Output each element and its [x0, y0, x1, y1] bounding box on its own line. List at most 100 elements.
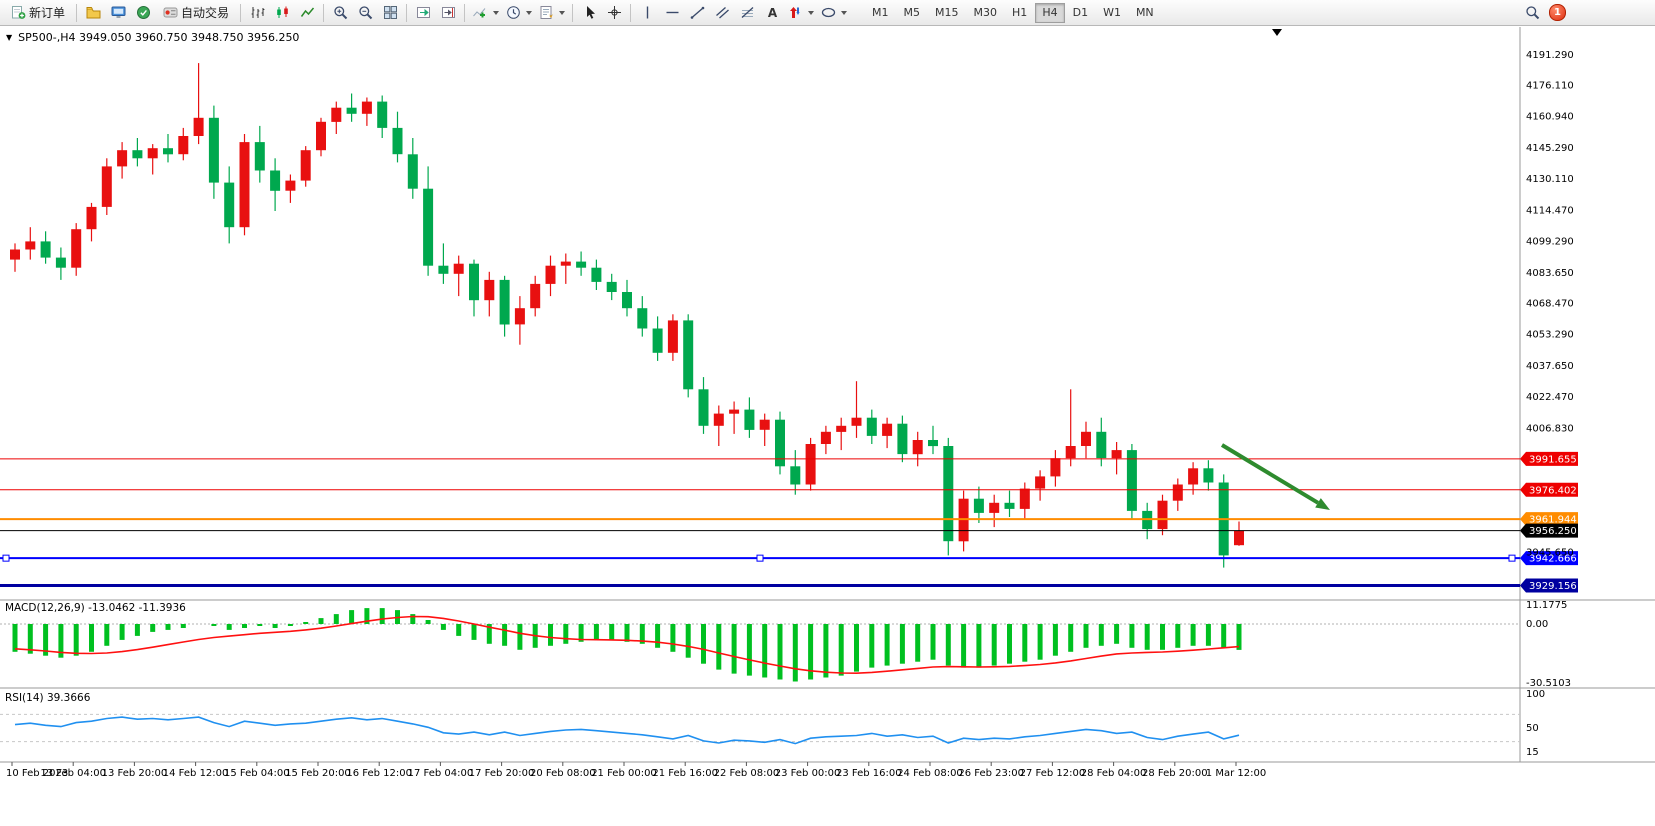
price-tag-label: 3991.655	[1529, 454, 1577, 465]
channel-button[interactable]	[710, 2, 734, 24]
candle-body	[1157, 500, 1168, 530]
candle-body	[377, 101, 388, 128]
line-selection-handle[interactable]	[756, 554, 764, 562]
cursor-button[interactable]	[577, 2, 601, 24]
notification-badge[interactable]: 1	[1549, 4, 1566, 21]
time-axis-label: 17 Feb 04:00	[408, 768, 474, 779]
timeframe-h4-button[interactable]: H4	[1035, 2, 1065, 23]
line-chart-button[interactable]	[295, 2, 319, 24]
time-axis-label: 24 Feb 08:00	[897, 768, 963, 779]
time-axis-label: 28 Feb 04:00	[1081, 768, 1147, 779]
candle-body	[361, 101, 372, 114]
text-tool-glyph: A	[767, 6, 777, 20]
zoom-in-button[interactable]	[328, 2, 352, 24]
price-tag-label: 3956.250	[1529, 526, 1577, 537]
candle-body	[652, 328, 663, 353]
new-order-button[interactable]: 新订单	[4, 2, 72, 24]
tile-windows-button[interactable]	[378, 2, 402, 24]
navigator-button[interactable]	[131, 2, 155, 24]
text-tool-button[interactable]: A	[760, 2, 784, 24]
candle-body	[224, 182, 235, 228]
time-axis-label: 26 Feb 23:00	[958, 768, 1024, 779]
autoscroll-icon	[416, 5, 431, 20]
time-axis-label: 22 Feb 08:00	[714, 768, 780, 779]
price-axis-label: 4176.110	[1526, 81, 1574, 92]
candle-body	[912, 440, 923, 455]
dropdown-caret-icon	[841, 10, 848, 15]
fibonacci-button[interactable]	[735, 2, 759, 24]
shapes-tool-button[interactable]	[818, 2, 850, 24]
candle-body	[40, 241, 51, 258]
dropdown-caret-icon	[493, 10, 500, 15]
line-selection-handle[interactable]	[2, 554, 10, 562]
candle-body	[438, 265, 449, 274]
toolbar-separator	[572, 3, 574, 22]
candle-body	[1234, 530, 1244, 546]
candle-body	[193, 117, 204, 136]
candlesticks	[10, 63, 1244, 568]
trend-arrow-line[interactable]	[1220, 443, 1320, 505]
timeframe-w1-button[interactable]: W1	[1096, 3, 1128, 23]
periods-button[interactable]	[503, 2, 535, 24]
timeframe-h1-button[interactable]: H1	[1005, 3, 1034, 23]
candle-body	[1096, 431, 1107, 459]
channel-icon	[715, 5, 730, 20]
autotrading-label: 自动交易	[181, 6, 230, 20]
profiles-button[interactable]	[81, 2, 105, 24]
candle-body	[392, 127, 403, 155]
timeframe-m30-button[interactable]: M30	[967, 3, 1005, 23]
horizontal-line-button[interactable]	[660, 2, 684, 24]
timeframe-m5-button[interactable]: M5	[897, 3, 928, 23]
timeframe-group: M1 M5 M15 M30 H1 H4 D1 W1 MN	[865, 2, 1161, 23]
chart-shift-button[interactable]	[436, 2, 460, 24]
line-selection-handle[interactable]	[1508, 554, 1516, 562]
timeframe-mn-button[interactable]: MN	[1129, 3, 1161, 23]
trendline-button[interactable]	[685, 2, 709, 24]
vertical-line-button[interactable]	[635, 2, 659, 24]
shapes-tool-icon	[821, 5, 836, 20]
candle-body	[163, 148, 173, 155]
time-axis-label: 21 Feb 16:00	[652, 768, 718, 779]
arrows-tool-button[interactable]	[785, 2, 817, 24]
candle-body	[86, 206, 97, 230]
price-tag-bg	[1520, 451, 1578, 466]
candle-body	[331, 107, 342, 122]
timeframe-d1-button[interactable]: D1	[1066, 3, 1095, 23]
candle-body	[1188, 468, 1199, 485]
search-button[interactable]	[1520, 2, 1544, 24]
timeframe-m15-button[interactable]: M15	[928, 3, 966, 23]
timeframe-m1-button[interactable]: M1	[865, 3, 896, 23]
candle-body	[407, 154, 418, 189]
candle-body	[606, 281, 617, 292]
crosshair-button[interactable]	[602, 2, 626, 24]
candle-body	[667, 320, 678, 353]
bar-chart-button[interactable]	[245, 2, 269, 24]
candle-body	[836, 425, 847, 432]
market-watch-button[interactable]	[106, 2, 130, 24]
candle-body	[285, 180, 296, 191]
autoscroll-button[interactable]	[411, 2, 435, 24]
time-axis-label: 16 Feb 12:00	[346, 768, 412, 779]
templates-button[interactable]	[536, 2, 568, 24]
price-axis-label: 4099.290	[1526, 236, 1574, 247]
chart-shift-marker[interactable]	[1272, 29, 1282, 36]
candle-body	[897, 423, 908, 455]
candle-body	[866, 417, 877, 436]
candle-body	[1203, 468, 1214, 483]
time-axis-label: 15 Feb 04:00	[224, 768, 290, 779]
trend-arrow-head[interactable]	[1315, 498, 1330, 510]
candle-body	[1111, 450, 1122, 459]
rsi-indicator-label: RSI(14) 39.3666	[5, 692, 91, 704]
candle-body	[744, 409, 755, 430]
candle-body	[346, 107, 357, 114]
candlestick-chart-button[interactable]	[270, 2, 294, 24]
indicators-button[interactable]	[469, 2, 502, 24]
chart-window[interactable]: ▼ SP500-,H4 3949.050 3960.750 3948.750 3…	[0, 27, 1655, 826]
candle-body	[729, 409, 740, 414]
zoom-out-button[interactable]	[353, 2, 377, 24]
price-axis-label: 4191.290	[1526, 50, 1574, 61]
autotrading-button[interactable]: 自动交易	[156, 2, 236, 24]
